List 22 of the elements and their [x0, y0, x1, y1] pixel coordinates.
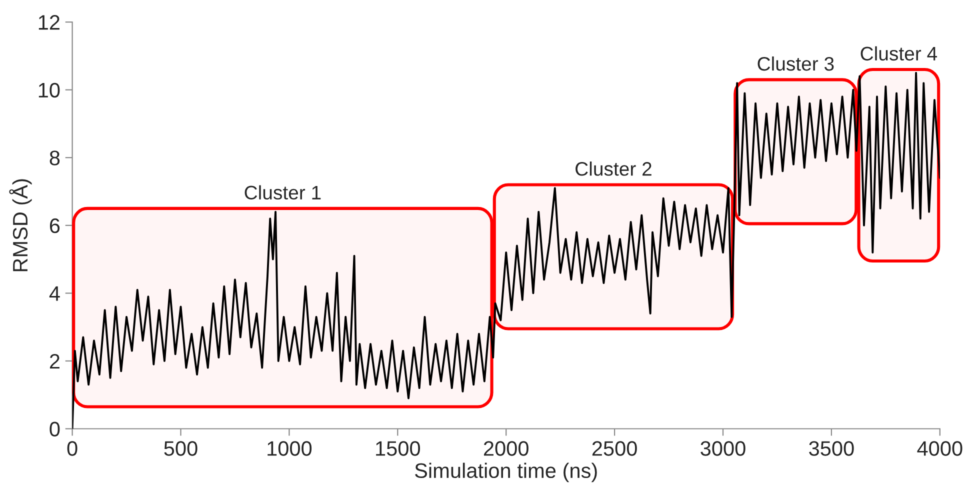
x-tick-label: 500	[164, 441, 198, 456]
x-tick-label: 4000	[917, 441, 962, 456]
y-tick-label: 4	[49, 286, 60, 301]
y-tick-label: 12	[38, 15, 60, 30]
y-axis-title: RMSD (Å)	[9, 179, 32, 272]
band-label: Cluster 4	[860, 46, 938, 61]
x-tick-label: 1000	[268, 441, 312, 456]
x-tick-label: 3000	[700, 441, 746, 456]
x-tick-label: 2500	[592, 441, 637, 456]
x-axis-title: Simulation time (ns)	[415, 462, 597, 482]
y-tick-label: 0	[50, 422, 60, 437]
band-label: Cluster 3	[758, 56, 834, 71]
y-tick-label: 2	[50, 354, 60, 369]
x-tick-label: 2000	[484, 441, 528, 456]
x-tick-label: 1500	[376, 441, 420, 456]
y-tick-label: 8	[50, 150, 60, 166]
y-tick-label: 10	[38, 82, 60, 98]
x-tick-label: 3500	[809, 441, 854, 456]
band-label: Cluster 2	[576, 162, 652, 176]
y-tick-label: 6	[50, 218, 60, 234]
x-tick-label: 0	[67, 441, 78, 456]
band-label: Cluster 1	[244, 185, 321, 200]
